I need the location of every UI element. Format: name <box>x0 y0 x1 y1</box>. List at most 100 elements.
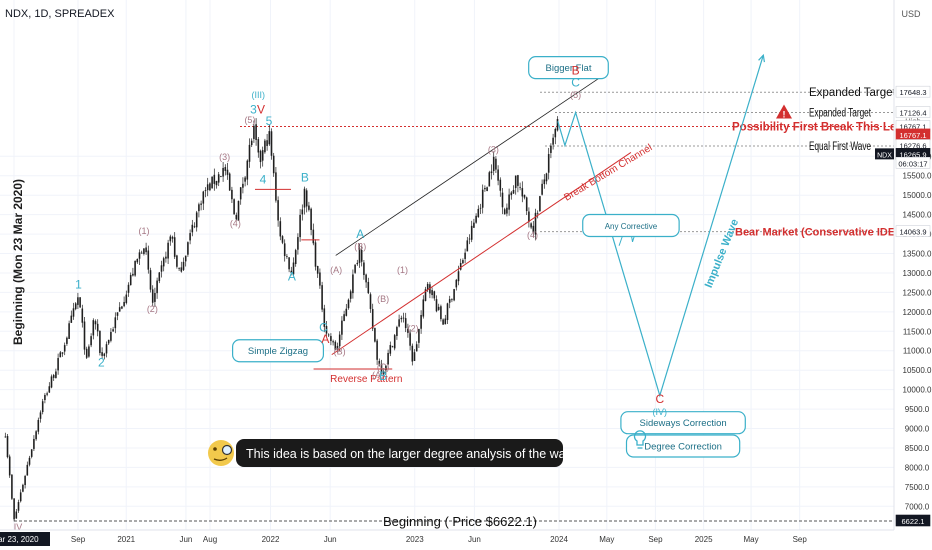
price-tick-label: 10000.0 <box>903 386 932 395</box>
candle <box>110 328 112 343</box>
candle <box>6 433 9 459</box>
candle <box>330 333 332 346</box>
currency-label[interactable]: USD <box>901 9 921 19</box>
svg-text:NDX: NDX <box>877 152 892 159</box>
candle <box>26 461 29 476</box>
price-badge: 16767.1 <box>895 128 931 141</box>
candle <box>160 260 163 278</box>
candle <box>367 277 370 295</box>
time-tick-label: Sep <box>648 535 663 544</box>
wave-label: (3) <box>219 152 230 162</box>
candle <box>70 310 73 323</box>
candle <box>411 343 414 366</box>
candle <box>321 281 323 313</box>
candle <box>365 273 367 288</box>
candle <box>490 164 493 180</box>
candle <box>226 162 229 180</box>
candle <box>303 186 306 215</box>
wave-labels: 12(1)(2)(3)(4)(5)3 V5(III)4ABAC(A)(B)A(B)… <box>14 64 667 532</box>
callout-text: Bigger Flat <box>546 63 592 74</box>
break-bottom-channel-label: Break Bottom Channel <box>562 142 654 203</box>
time-badge: Mar 23, 2020 <box>0 532 50 546</box>
symbol-tag: NDX <box>875 148 894 160</box>
candle <box>310 207 312 236</box>
candle <box>233 198 235 215</box>
candle <box>297 233 299 255</box>
time-tick-label: Jun <box>468 535 481 544</box>
candle <box>279 217 282 241</box>
candle <box>44 393 46 404</box>
candle <box>402 312 405 323</box>
wave-label: B <box>379 369 387 383</box>
candle <box>376 338 378 365</box>
candle <box>503 207 506 215</box>
candle <box>189 229 191 245</box>
channel-upper-line <box>335 78 599 256</box>
callout-text: Sideways Correction <box>640 418 727 429</box>
wave-label: (A) <box>330 265 342 275</box>
svg-text:17126.4: 17126.4 <box>899 108 926 117</box>
candle <box>426 282 429 293</box>
candle <box>121 305 123 310</box>
candle <box>158 271 161 284</box>
level-label-expanded-target: Expanded Target <box>809 87 897 99</box>
wave-label: (4) <box>527 230 538 240</box>
wave-label: 3 <box>250 103 257 117</box>
candle <box>272 152 275 177</box>
level-label-expanded-target-2: Expanded Target <box>809 107 872 119</box>
candle <box>418 328 420 348</box>
candle <box>209 182 211 192</box>
candle <box>167 239 169 265</box>
svg-text:16265.9: 16265.9 <box>899 150 926 159</box>
candle <box>413 349 416 361</box>
time-axis-bg <box>0 530 932 550</box>
candle <box>552 133 554 150</box>
candle <box>184 255 187 267</box>
candle <box>8 454 11 478</box>
candle <box>446 302 449 325</box>
candle <box>151 285 154 307</box>
candle <box>94 319 97 330</box>
candle <box>259 149 262 169</box>
candle <box>268 124 271 146</box>
wave-label: (5) <box>570 90 581 100</box>
candle <box>204 187 207 198</box>
candle <box>127 282 130 297</box>
candle <box>288 257 290 273</box>
wave-label: 1 <box>75 278 82 292</box>
time-axis[interactable]: Mar 23, 2020 Sep 2021 Jun Aug 2022 Jun 2023 Jun 2… <box>0 529 932 550</box>
candle <box>435 295 438 313</box>
candle <box>466 236 469 252</box>
projection-path <box>557 55 764 398</box>
candle <box>182 257 185 272</box>
wave-label: (IV) <box>653 407 668 417</box>
time-tick-label: 2024 <box>550 535 568 544</box>
candle <box>165 251 167 263</box>
svg-text:16276.6: 16276.6 <box>899 142 926 151</box>
candle <box>347 298 350 310</box>
time-tick-label: 2023 <box>406 535 424 544</box>
candle <box>107 339 110 345</box>
candle <box>501 188 504 215</box>
candle <box>132 267 134 277</box>
price-tick-label: 13500.0 <box>903 250 932 259</box>
candle <box>499 177 502 197</box>
grid <box>0 0 894 530</box>
wave-label: A <box>356 227 364 241</box>
candle <box>468 234 471 245</box>
candle <box>464 248 466 264</box>
candle <box>250 138 253 148</box>
candle <box>41 398 44 415</box>
warning-triangle-icon: ! <box>776 104 792 119</box>
price-tick-label: 7000.0 <box>905 502 930 511</box>
candle <box>556 116 559 132</box>
level-label-first-break: Possibility First Break This Level <box>732 121 912 133</box>
candle <box>523 194 526 200</box>
price-axis[interactable]: 7000.0 7500.0 8000.0 8500.0 9000.0 9500.0 1000… <box>875 0 932 550</box>
candle <box>162 256 165 272</box>
candle <box>422 295 425 319</box>
monocle-face-icon <box>208 440 234 466</box>
callout-box: Simple Zigzag <box>232 339 325 363</box>
candle <box>176 254 178 269</box>
